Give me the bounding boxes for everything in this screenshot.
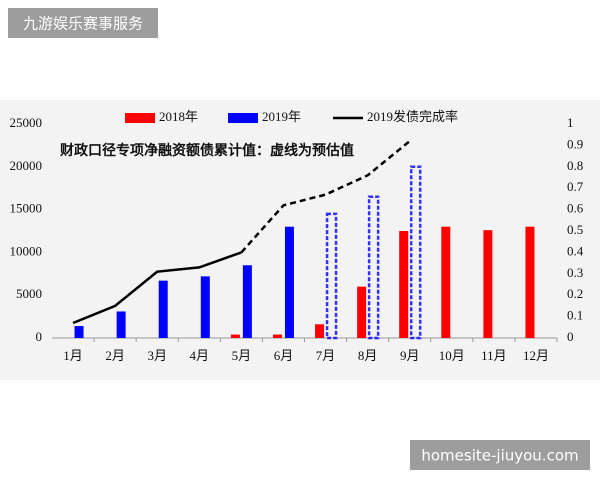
x-tick-label: 5月	[232, 348, 252, 363]
x-tick-label: 12月	[523, 348, 549, 363]
y2-tick-label: 0.7	[567, 179, 584, 194]
line	[72, 251, 242, 325]
legend-swatch	[125, 113, 155, 123]
bar	[200, 276, 210, 338]
x-tick-label: 4月	[190, 348, 210, 363]
y2-tick-label: 0.3	[567, 265, 583, 280]
y-tick-label: 20000	[10, 158, 43, 173]
bar	[158, 280, 168, 338]
y-tick-label: 25000	[10, 115, 43, 130]
site-box	[410, 440, 590, 470]
y2-tick-label: 1	[567, 115, 574, 130]
y2-tick-label: 0.5	[567, 222, 583, 237]
bar	[116, 311, 126, 338]
y2-tick-label: 0.9	[567, 136, 583, 151]
x-tick-label: 7月	[316, 348, 336, 363]
x-tick-label: 10月	[439, 348, 465, 363]
x-tick-label: 8月	[358, 348, 378, 363]
bar	[242, 265, 252, 338]
bar	[284, 226, 294, 338]
y-tick-label: 15000	[10, 201, 43, 216]
bar	[315, 324, 325, 338]
bar	[325, 212, 338, 340]
bar	[525, 226, 535, 338]
x-tick-label: 11月	[481, 348, 507, 363]
y2-tick-label: 0.2	[567, 286, 583, 301]
legend-label: 2018年	[159, 109, 198, 124]
label: 九游娱乐赛事服务	[23, 15, 143, 33]
annotation: 财政口径专项净融资额债累计值：虚线为预估值	[59, 142, 354, 159]
y2-tick-label: 0	[567, 329, 574, 344]
y2-tick-label: 0.1	[567, 308, 583, 323]
line	[240, 140, 411, 254]
bar	[357, 286, 367, 338]
y-tick-label: 5000	[16, 286, 42, 301]
x-tick-label: 6月	[274, 348, 294, 363]
y2-tick-label: 0.6	[567, 201, 584, 216]
x-tick-label: 9月	[400, 348, 420, 363]
site: homesite-jiuyou.com	[421, 447, 578, 465]
y2-tick-label: 0.4	[567, 243, 584, 258]
bar	[367, 195, 380, 340]
bar	[483, 230, 493, 338]
x-tick-label: 3月	[147, 348, 167, 363]
y2-tick-label: 0.8	[567, 158, 583, 173]
bar	[272, 334, 282, 338]
legend-label: 2019年	[262, 109, 301, 124]
bar	[74, 326, 84, 338]
x-tick-label: 1月	[63, 348, 83, 363]
label-box	[8, 8, 158, 38]
bar	[399, 231, 409, 338]
bar	[230, 334, 240, 338]
chart-background	[0, 100, 600, 380]
y-tick-label: 0	[36, 329, 43, 344]
legend-label: 2019发债完成率	[367, 109, 458, 124]
x-tick-label: 2月	[105, 348, 125, 363]
legend-swatch	[228, 113, 258, 123]
bar	[441, 226, 451, 338]
y-tick-label: 10000	[10, 243, 43, 258]
